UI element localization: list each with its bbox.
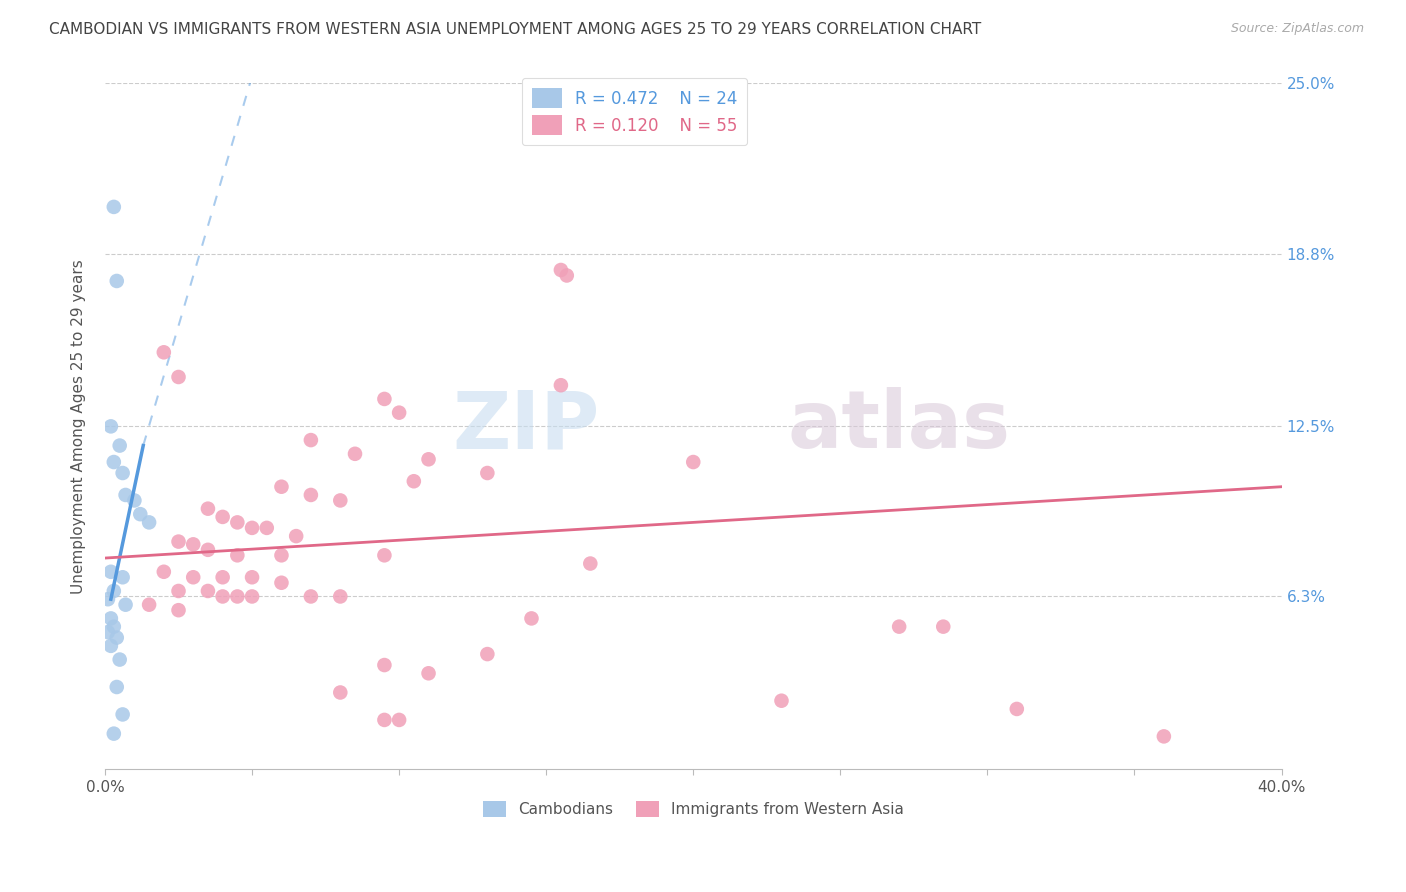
Point bbox=[124, 493, 146, 508]
Point bbox=[388, 406, 411, 420]
Point bbox=[579, 557, 602, 571]
Point bbox=[97, 592, 120, 607]
Point bbox=[103, 620, 125, 634]
Point bbox=[256, 521, 278, 535]
Point bbox=[418, 452, 440, 467]
Point bbox=[167, 584, 190, 599]
Point bbox=[108, 652, 131, 666]
Point bbox=[889, 620, 911, 634]
Point bbox=[418, 666, 440, 681]
Point bbox=[129, 507, 152, 521]
Point bbox=[520, 611, 543, 625]
Point bbox=[211, 590, 233, 604]
Point bbox=[682, 455, 704, 469]
Point bbox=[153, 565, 176, 579]
Point bbox=[211, 570, 233, 584]
Point bbox=[285, 529, 308, 543]
Point bbox=[103, 584, 125, 599]
Point bbox=[270, 549, 292, 563]
Point bbox=[226, 516, 249, 530]
Point bbox=[270, 480, 292, 494]
Point bbox=[105, 680, 128, 694]
Point bbox=[240, 521, 263, 535]
Point bbox=[100, 419, 122, 434]
Y-axis label: Unemployment Among Ages 25 to 29 years: Unemployment Among Ages 25 to 29 years bbox=[72, 259, 86, 594]
Point bbox=[226, 549, 249, 563]
Legend: Cambodians, Immigrants from Western Asia: Cambodians, Immigrants from Western Asia bbox=[477, 795, 910, 823]
Point bbox=[103, 200, 125, 214]
Point bbox=[373, 658, 395, 673]
Point bbox=[555, 268, 578, 283]
Text: Source: ZipAtlas.com: Source: ZipAtlas.com bbox=[1230, 22, 1364, 36]
Point bbox=[111, 707, 134, 722]
Point bbox=[477, 647, 499, 661]
Point bbox=[97, 625, 120, 640]
Point bbox=[181, 537, 204, 551]
Point bbox=[105, 274, 128, 288]
Point bbox=[197, 501, 219, 516]
Point bbox=[299, 488, 322, 502]
Point bbox=[167, 370, 190, 384]
Point bbox=[1005, 702, 1028, 716]
Point bbox=[343, 447, 366, 461]
Point bbox=[240, 570, 263, 584]
Point bbox=[329, 493, 352, 508]
Point bbox=[299, 433, 322, 447]
Point bbox=[211, 509, 233, 524]
Point bbox=[329, 590, 352, 604]
Point bbox=[226, 590, 249, 604]
Point bbox=[932, 620, 955, 634]
Point bbox=[197, 542, 219, 557]
Point bbox=[138, 516, 160, 530]
Point bbox=[402, 475, 425, 489]
Point bbox=[270, 575, 292, 590]
Point bbox=[299, 590, 322, 604]
Point bbox=[111, 466, 134, 480]
Point bbox=[138, 598, 160, 612]
Point bbox=[100, 639, 122, 653]
Point bbox=[373, 392, 395, 406]
Point bbox=[477, 466, 499, 480]
Point bbox=[550, 263, 572, 277]
Point bbox=[373, 713, 395, 727]
Point bbox=[240, 590, 263, 604]
Point bbox=[373, 549, 395, 563]
Point bbox=[167, 603, 190, 617]
Text: atlas: atlas bbox=[787, 387, 1011, 466]
Point bbox=[103, 726, 125, 740]
Point bbox=[181, 570, 204, 584]
Point bbox=[770, 694, 793, 708]
Point bbox=[108, 439, 131, 453]
Point bbox=[114, 488, 136, 502]
Point bbox=[100, 611, 122, 625]
Point bbox=[1153, 730, 1175, 744]
Point bbox=[388, 713, 411, 727]
Point bbox=[105, 631, 128, 645]
Point bbox=[100, 565, 122, 579]
Point bbox=[114, 598, 136, 612]
Text: CAMBODIAN VS IMMIGRANTS FROM WESTERN ASIA UNEMPLOYMENT AMONG AGES 25 TO 29 YEARS: CAMBODIAN VS IMMIGRANTS FROM WESTERN ASI… bbox=[49, 22, 981, 37]
Text: ZIP: ZIP bbox=[451, 387, 599, 466]
Point bbox=[167, 534, 190, 549]
Point bbox=[329, 685, 352, 699]
Point bbox=[111, 570, 134, 584]
Point bbox=[103, 455, 125, 469]
Point bbox=[550, 378, 572, 392]
Point bbox=[153, 345, 176, 359]
Point bbox=[197, 584, 219, 599]
